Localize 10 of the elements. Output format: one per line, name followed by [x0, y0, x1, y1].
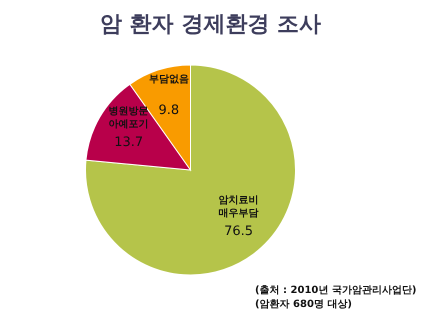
data-label: 9.8 — [158, 102, 180, 118]
pie-slice — [85, 64, 296, 276]
chart-title: 암 환자 경제환경 조사 — [100, 12, 321, 37]
slice-label: 암치료비 매우부담 — [218, 194, 259, 219]
text: (암환자 680명 대상) — [255, 299, 352, 310]
data-label: 13.7 — [114, 135, 144, 150]
text: (출처 : 2010년 국가암관리사업단) — [255, 285, 416, 296]
slice-label: 병원방문 아예포기 — [108, 106, 149, 130]
data-label: 76.5 — [224, 224, 254, 239]
slice-label: 부담없음 — [148, 74, 189, 85]
